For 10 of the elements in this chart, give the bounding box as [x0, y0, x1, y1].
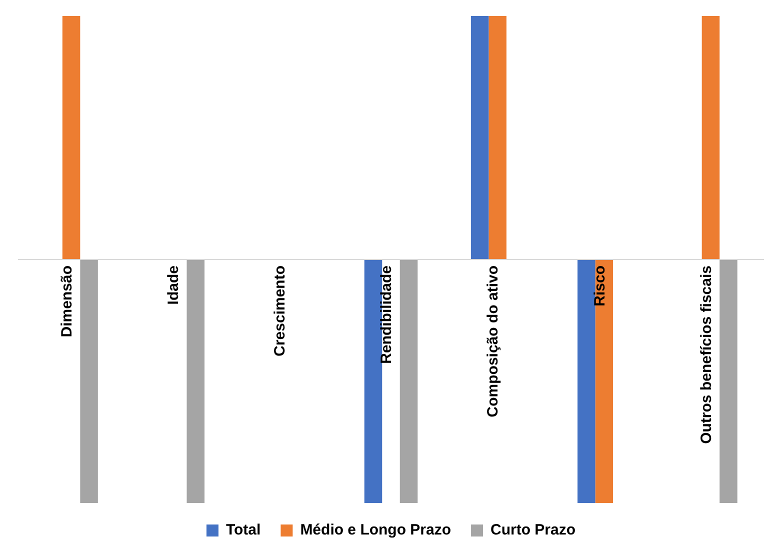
x-tick-label: Idade	[165, 266, 182, 305]
legend-label: Total	[226, 522, 261, 539]
x-tick-label: Rendibilidade	[378, 266, 396, 364]
x-tick-label: Outros benefícios fiscais	[698, 266, 715, 444]
x-tick-label: Dimensão	[58, 266, 76, 338]
legend-label: Curto Prazo	[490, 522, 576, 539]
x-tick-label: Risco	[591, 266, 608, 306]
x-tick-label: Composição do ativo	[484, 266, 502, 418]
legend-label: Médio e Longo Prazo	[300, 522, 452, 539]
x-tick-label: Crescimento	[272, 266, 289, 356]
